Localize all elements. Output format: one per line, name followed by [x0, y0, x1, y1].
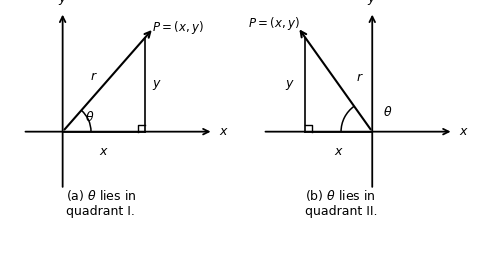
Text: $x$: $x$	[458, 125, 468, 138]
Text: (a) $\theta$ lies in
quadrant I.: (a) $\theta$ lies in quadrant I.	[66, 189, 136, 218]
Text: $\theta$: $\theta$	[383, 105, 392, 119]
Text: $x$: $x$	[218, 125, 228, 138]
Text: $x$: $x$	[99, 144, 109, 158]
Text: $y$: $y$	[58, 0, 68, 7]
Text: $P = (x,y)$: $P = (x,y)$	[152, 19, 203, 36]
Text: $P = (x,y)$: $P = (x,y)$	[249, 15, 300, 32]
Text: $\theta$: $\theta$	[84, 110, 94, 124]
Text: $x$: $x$	[334, 144, 344, 158]
Text: $y$: $y$	[367, 0, 377, 7]
Text: $r$: $r$	[90, 70, 98, 83]
Text: $y$: $y$	[152, 78, 161, 92]
Text: (b) $\theta$ lies in
quadrant II.: (b) $\theta$ lies in quadrant II.	[305, 189, 378, 218]
Text: $y$: $y$	[285, 78, 295, 92]
Text: $r$: $r$	[356, 71, 363, 84]
